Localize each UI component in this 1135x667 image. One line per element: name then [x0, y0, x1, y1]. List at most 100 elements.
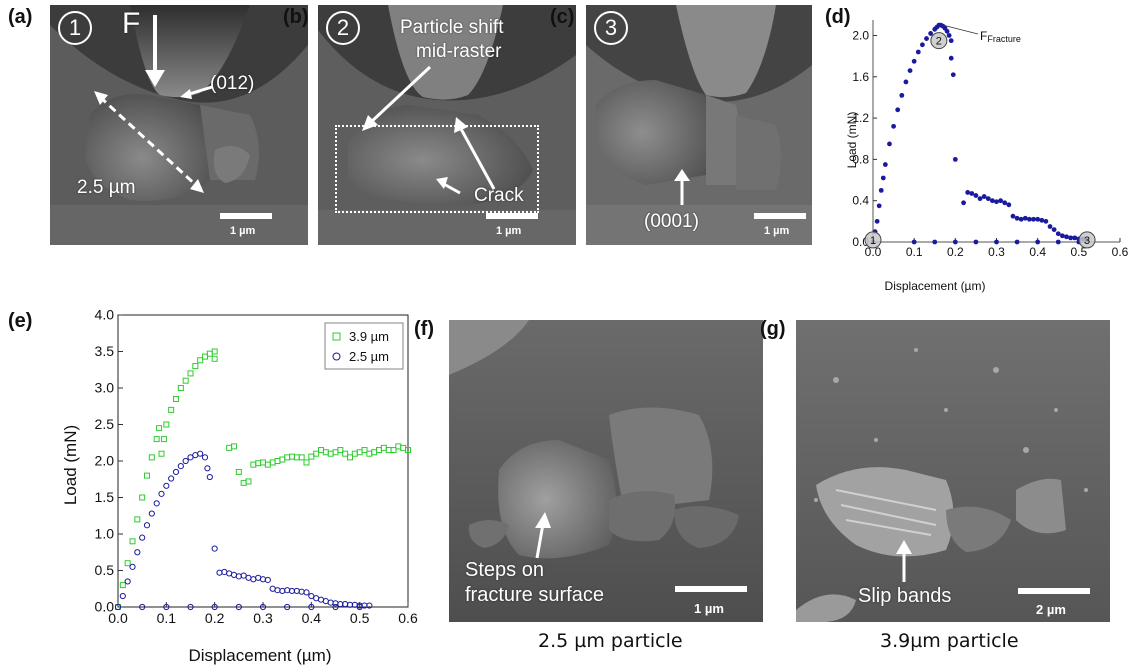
chart-d-point [1068, 235, 1073, 241]
chart-d-point [1072, 235, 1078, 241]
chart-e-point [259, 603, 267, 611]
chart-e-point [322, 449, 329, 456]
chart-e-point [259, 576, 267, 583]
chart-e-point [153, 436, 160, 443]
force-arrow [145, 15, 165, 87]
sem-image-f: Steps on fracture surface 1 µm [449, 320, 763, 622]
particle-shift-line2: mid-raster [416, 41, 502, 62]
chart-d-point [948, 55, 954, 61]
step-marker-2: 2 [326, 11, 360, 45]
chart-e-point [284, 587, 291, 594]
force-label: F [122, 7, 141, 40]
caption-f: 2.5 µm particle [538, 630, 683, 652]
chart-e-point [332, 449, 339, 456]
chart-d-point [948, 38, 954, 44]
chart-e-point [342, 450, 349, 457]
slip-bands-label: Slip bands [858, 585, 952, 607]
chart-d-xtick-label: 0.4 [1029, 245, 1046, 259]
panel-label-c: (c) [550, 6, 575, 28]
chart-d-point [1059, 233, 1065, 239]
chart-e-point [168, 475, 175, 482]
chart-d-point [932, 239, 938, 245]
chart-d-point [880, 175, 886, 181]
chart-e-xtick-label: 0.5 [350, 610, 370, 626]
chart-e-point [163, 603, 170, 611]
step-marker-1: 1 [58, 11, 92, 45]
size-arrow [94, 91, 204, 193]
chart-d-point [952, 156, 958, 162]
chart-e-point [187, 603, 194, 611]
chart-d-point [994, 199, 999, 205]
chart-e-point [274, 587, 281, 594]
chart-e-point [139, 603, 146, 611]
chart-e-point [361, 447, 368, 454]
chart-e-point [313, 450, 320, 457]
chart-d-ytick-label: 0.8 [852, 152, 869, 166]
chart-d-point [911, 239, 917, 245]
chart-d-point [911, 58, 917, 64]
plane-arrow-0001 [674, 169, 690, 205]
chart-e-point [327, 450, 334, 457]
chart-d-point [1010, 213, 1016, 219]
chart-e-point [366, 602, 373, 609]
chart-e-point [318, 447, 324, 454]
chart-e-point [192, 363, 199, 370]
steps-arrow [535, 512, 551, 559]
chart-e-point [211, 348, 218, 355]
chart-d-point [1022, 215, 1028, 221]
chart-d-point [1027, 216, 1032, 222]
chart-e-point [308, 453, 315, 460]
chart-e-point [235, 468, 242, 475]
chart-e-legend-box [324, 322, 404, 370]
sem-texture-g [796, 320, 1110, 622]
chart-d-point [1047, 224, 1053, 229]
scale-label-g: 2 µm [1036, 602, 1066, 617]
chart-d-point [1014, 215, 1020, 221]
chart-e-point [337, 447, 344, 454]
fracture-pointer [942, 24, 979, 35]
chart-e-point [245, 478, 252, 485]
chart-e-point [327, 599, 334, 606]
chart-d-point [876, 203, 882, 209]
chart-e-point [173, 395, 179, 402]
chart-d-point [1031, 216, 1036, 222]
chart-e-point [216, 569, 223, 576]
chart-e-point [284, 454, 291, 461]
surface-particles [814, 348, 1088, 502]
steps-label-line2: fracture surface [465, 584, 604, 606]
chart-e-legend: 3.9 µm 2.5 µm [324, 322, 404, 370]
chart-d-point [969, 191, 975, 196]
chart-e-point [168, 406, 175, 413]
chart-e-point [395, 443, 402, 450]
chart-d-point [961, 200, 966, 206]
chart-e-ytick-label: 2.5 [95, 416, 115, 432]
chart-d-ytick-label: 1.6 [852, 70, 869, 84]
chart-e-xtick-label: 0.3 [253, 610, 273, 626]
sem-image-g: Slip bands 2 µm [796, 320, 1110, 622]
scale-bar-f [675, 586, 747, 592]
chart-e-ytick-label: 3.5 [95, 343, 115, 359]
scale-bar-c [754, 213, 806, 219]
chart-e-point [385, 447, 392, 454]
chart-e-xtick-label: 0.1 [157, 610, 177, 626]
chart-e-point [129, 538, 136, 545]
chart-d-step-marker-label: 2 [936, 36, 942, 48]
chart-e-point [255, 460, 262, 467]
slip-arrow [896, 540, 912, 582]
scale-bar-g [1018, 588, 1090, 594]
chart-e-xtick-label: 0.6 [398, 610, 418, 626]
chart-e-point [182, 377, 189, 384]
chart-e-legend-marker [332, 352, 341, 361]
chart-e-point [158, 490, 165, 497]
chart-d-point [874, 218, 880, 224]
chart-e-point [124, 560, 131, 567]
chart-d-xtick-label: 0.6 [1112, 245, 1129, 259]
chart-d-point [915, 49, 921, 55]
chart-e-legend-label: 2.5 µm [349, 349, 389, 364]
chart-e-point [380, 444, 387, 451]
chart-e-legend-label: 3.9 µm [349, 329, 389, 344]
chart-d-point [878, 187, 884, 193]
chart-d-point [977, 196, 983, 202]
chart-e-point [143, 522, 151, 529]
chart-e-point [264, 576, 271, 584]
